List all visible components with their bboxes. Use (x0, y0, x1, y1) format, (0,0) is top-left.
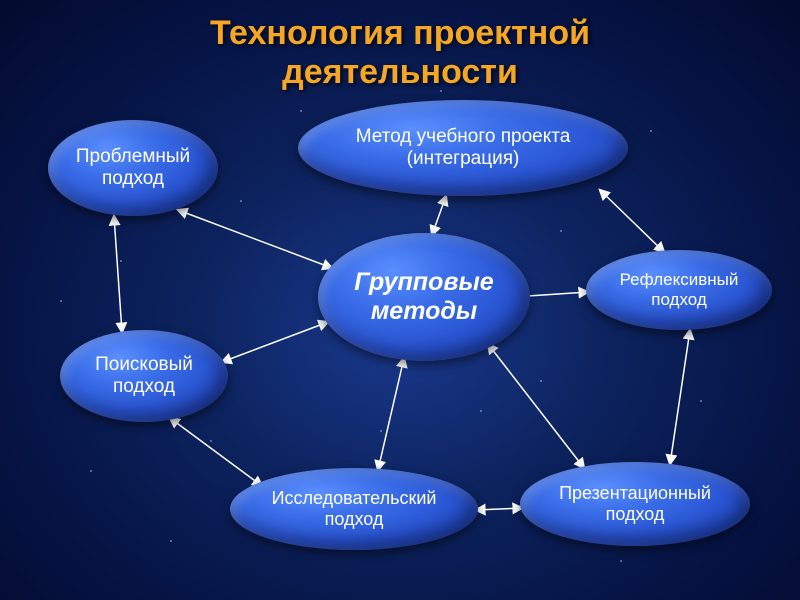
node-problem: Проблемный подход (48, 120, 218, 216)
title-line2: деятельности (282, 53, 518, 91)
node-reflex: Рефлексивный подход (586, 250, 772, 330)
edge-problem-search (114, 216, 122, 332)
edge-center-method (432, 196, 446, 235)
edge-method-reflex (600, 190, 664, 252)
node-center: Групповые методы (318, 233, 530, 361)
node-present: Презентационный подход (520, 462, 750, 546)
edge-center-research (378, 358, 404, 470)
edge-center-reflex (528, 292, 588, 296)
slide-title: Технология проектной деятельности (0, 14, 800, 92)
node-research: Исследовательский подход (230, 468, 478, 550)
title-line1: Технология проектной (210, 14, 590, 52)
edge-research-present (476, 508, 522, 510)
node-search: Поисковый подход (60, 330, 228, 422)
edge-problem-center (178, 210, 332, 268)
diagram-canvas: Технология проектной деятельности Группо… (0, 0, 800, 600)
edge-reflex-present (670, 330, 690, 464)
edge-search-center (222, 322, 328, 362)
node-method: Метод учебного проекта (интеграция) (298, 100, 628, 196)
edge-search-research (170, 418, 262, 486)
edge-center-present (488, 344, 584, 468)
